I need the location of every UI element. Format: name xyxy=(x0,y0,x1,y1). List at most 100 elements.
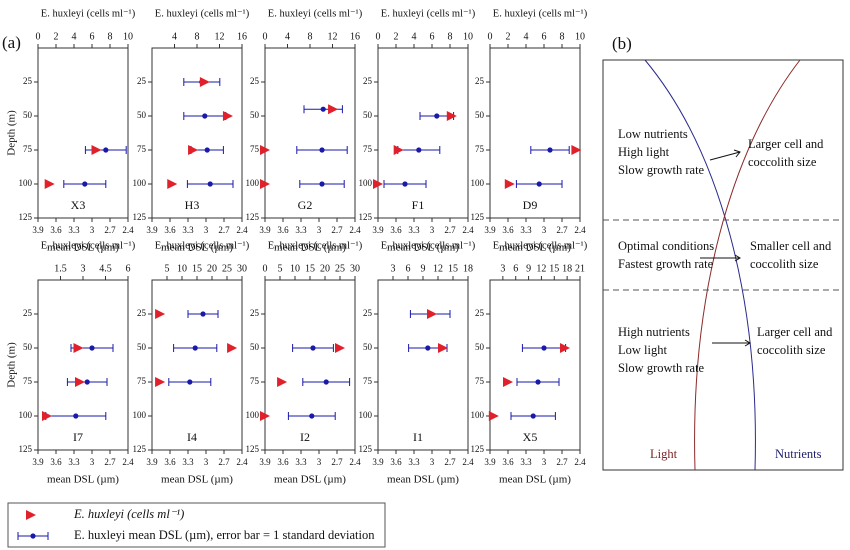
cells-triangle xyxy=(335,343,345,353)
y-tick-label: 125 xyxy=(19,212,33,222)
cells-triangle xyxy=(155,377,166,387)
plot-frame xyxy=(264,47,356,219)
legend-box xyxy=(7,502,386,548)
x-tick-label: 2.7 xyxy=(331,225,343,235)
x2-tick-label: 2 xyxy=(54,31,59,42)
x2-tick-label: 10 xyxy=(123,31,133,42)
x2-tick-label: 6 xyxy=(90,31,95,42)
cells-triangle xyxy=(446,111,457,121)
cells-triangle xyxy=(504,179,515,189)
x2-axis-title: E. huxleyi (cells ml⁻¹) xyxy=(268,240,363,251)
y-tick-label: 25 xyxy=(250,76,260,86)
x2-tick-label: 0 xyxy=(376,31,381,42)
x2-tick-label: 8 xyxy=(448,31,453,42)
x-tick-label: 3.9 xyxy=(259,225,271,235)
x2-tick-label: 15 xyxy=(192,263,202,274)
cells-triangle xyxy=(227,343,238,353)
dsl-point xyxy=(425,345,431,351)
dsl-point xyxy=(202,113,208,119)
y-tick-label: 125 xyxy=(19,444,33,454)
y-tick-label: 100 xyxy=(246,410,260,420)
curve-label: Light xyxy=(650,447,678,461)
x-tick-label: 3.3 xyxy=(408,225,420,235)
x2-axis-title: E. huxleyi (cells ml⁻¹) xyxy=(155,8,250,19)
x-tick-label: 3.6 xyxy=(502,457,514,467)
x-tick-label: 3 xyxy=(430,225,435,235)
x-axis-title: mean DSL (µm) xyxy=(274,242,346,254)
y-tick-label: 75 xyxy=(137,144,147,154)
outcome-text: Larger cell and xyxy=(757,325,833,339)
x-axis-title: mean DSL (µm) xyxy=(161,474,233,486)
x-tick-label: 2.4 xyxy=(574,225,586,235)
condition-text: Slow growth rate xyxy=(618,361,705,375)
dsl-point xyxy=(200,311,206,317)
y-tick-label: 50 xyxy=(137,342,147,352)
x2-tick-label: 15 xyxy=(305,263,315,274)
x2-tick-label: 5 xyxy=(278,263,283,274)
x-tick-label: 2.7 xyxy=(104,457,116,467)
x-tick-label: 3.9 xyxy=(32,225,44,235)
x-tick-label: 3 xyxy=(204,457,209,467)
dsl-point xyxy=(536,181,542,187)
x2-tick-label: 8 xyxy=(560,31,565,42)
x-tick-label: 3.6 xyxy=(164,457,176,467)
y-tick-label: 100 xyxy=(359,178,373,188)
y-tick-label: 100 xyxy=(246,178,260,188)
x2-tick-label: 18 xyxy=(463,263,473,274)
outcome-text: coccolith size xyxy=(757,343,826,357)
cells-triangle xyxy=(427,309,437,319)
x-tick-label: 2.7 xyxy=(331,457,343,467)
condition-text: Low light xyxy=(618,343,667,357)
x-tick-label: 3.6 xyxy=(50,225,62,235)
x2-tick-label: 9 xyxy=(421,263,426,274)
y-tick-label: 50 xyxy=(23,110,33,120)
x2-tick-label: 16 xyxy=(350,31,360,42)
x2-tick-label: 25 xyxy=(222,263,232,274)
y-tick-label: 75 xyxy=(475,144,485,154)
x2-tick-label: 4 xyxy=(172,31,177,42)
x-tick-label: 2.7 xyxy=(444,457,456,467)
y-tick-label: 75 xyxy=(137,376,147,386)
cells-triangle xyxy=(438,343,448,353)
panel-station: X5 xyxy=(523,430,538,444)
x2-axis-title: E. huxleyi (cells ml⁻¹) xyxy=(381,240,476,251)
y-tick-label: 75 xyxy=(363,144,373,154)
cells-triangle xyxy=(44,179,55,189)
x2-tick-label: 6 xyxy=(126,263,131,274)
x2-tick-label: 4 xyxy=(412,31,417,42)
y-tick-label: 100 xyxy=(19,410,33,420)
cells-triangle xyxy=(503,377,513,387)
cells-triangle xyxy=(328,104,339,115)
cells-triangle xyxy=(260,411,270,421)
y-tick-label: 75 xyxy=(23,144,33,154)
x2-tick-label: 30 xyxy=(350,263,360,274)
legend-triangle xyxy=(26,510,36,520)
y-tick-label: 75 xyxy=(23,376,33,386)
cells-triangle xyxy=(260,145,270,155)
y-tick-label: 125 xyxy=(246,212,260,222)
dsl-point xyxy=(204,147,210,153)
x2-axis-title: E. huxleyi (cells ml⁻¹) xyxy=(41,8,136,19)
x2-tick-label: 9 xyxy=(526,263,531,274)
x-tick-label: 3.9 xyxy=(372,225,384,235)
outcome-text: coccolith size xyxy=(748,155,817,169)
y-tick-label: 25 xyxy=(475,76,485,86)
y-tick-label: 100 xyxy=(133,410,147,420)
y-tick-label: 125 xyxy=(133,444,147,454)
x-axis-title: mean DSL (µm) xyxy=(499,242,571,254)
x-tick-label: 3.3 xyxy=(68,457,80,467)
x2-tick-label: 30 xyxy=(237,263,247,274)
x-tick-label: 3 xyxy=(90,225,95,235)
x2-tick-label: 2 xyxy=(506,31,511,42)
x2-axis-title: E. huxleyi (cells ml⁻¹) xyxy=(493,8,588,19)
y-tick-label: 25 xyxy=(363,308,373,318)
condition-text: Optimal conditions xyxy=(618,239,714,253)
condition-text: Low nutrients xyxy=(618,127,688,141)
panel-label: (a) xyxy=(2,33,21,52)
panel-station: H3 xyxy=(185,198,200,212)
cells-triangle xyxy=(91,145,102,155)
y-tick-label: 100 xyxy=(359,410,373,420)
y-tick-label: 50 xyxy=(475,110,485,120)
x-axis-title: mean DSL (µm) xyxy=(387,474,459,486)
